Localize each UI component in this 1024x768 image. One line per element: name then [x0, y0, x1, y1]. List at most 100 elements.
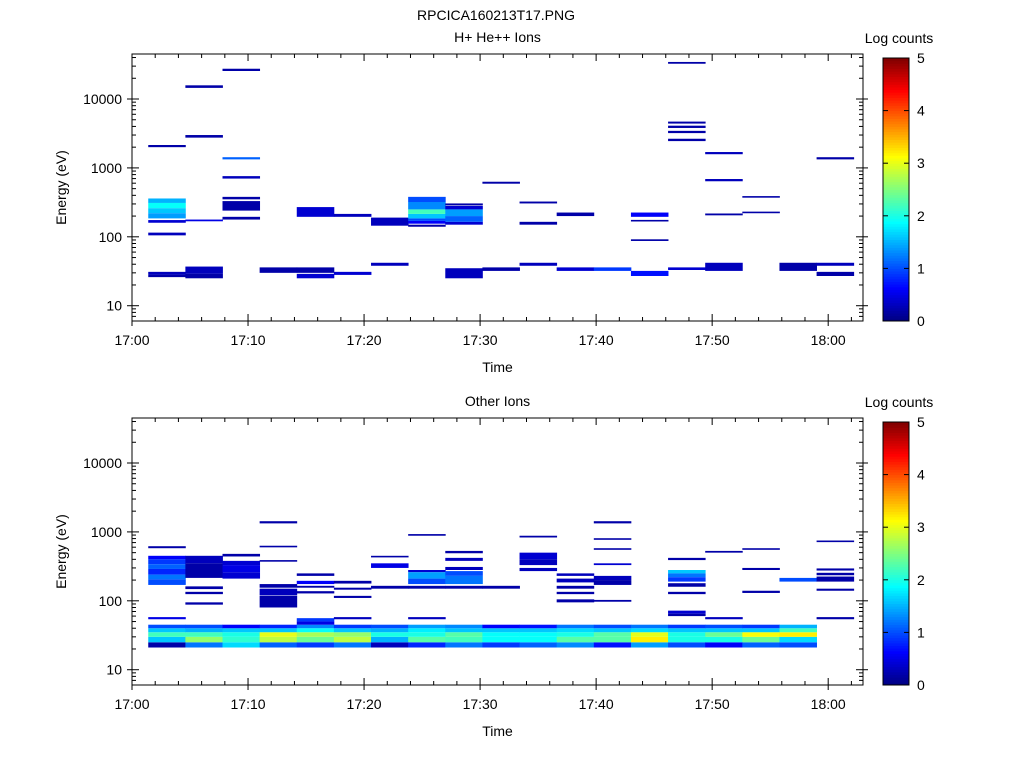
colorbar-segment: [883, 464, 909, 468]
heatmap-cell: [630, 212, 669, 217]
heatmap-band-cell: [445, 642, 483, 648]
colorbar-tick-label: 5: [917, 414, 925, 430]
heatmap-cell: [668, 125, 706, 128]
heatmap-cell: [519, 552, 558, 560]
colorbar-segment: [883, 221, 909, 225]
heatmap-cell: [593, 538, 632, 540]
heatmap-cell: [445, 566, 483, 571]
heatmap-cell: [259, 545, 298, 548]
heatmap-cell: [408, 202, 446, 210]
colorbar-segment: [883, 424, 909, 428]
colorbar-segment: [883, 569, 909, 573]
colorbar-segment: [883, 590, 909, 594]
heatmap-cell: [408, 572, 446, 579]
heatmap-cell: [742, 590, 780, 593]
heatmap-band-cell: [371, 642, 409, 648]
colorbar-segment: [883, 648, 909, 652]
colorbar-segment: [883, 624, 909, 628]
heatmap-band-cell: [296, 642, 335, 648]
heatmap-band-cell: [408, 632, 446, 637]
heatmap-cell: [148, 208, 186, 214]
heatmap-cell: [222, 196, 261, 200]
heatmap-band-cell: [630, 642, 669, 648]
colorbar-segment: [883, 302, 909, 306]
colorbar-segment: [883, 508, 909, 512]
heatmap-band-cell: [705, 636, 743, 643]
heatmap-cell: [333, 213, 372, 217]
colorbar-segment: [883, 527, 909, 531]
heatmap-cell: [630, 270, 669, 276]
colorbar-segment: [883, 503, 909, 507]
colorbar-segment: [883, 65, 909, 70]
colorbar-segment: [883, 427, 909, 431]
colorbar-tick-label: 2: [917, 208, 925, 224]
heatmap-band-cell: [148, 628, 186, 633]
heatmap-band-cell: [185, 624, 223, 629]
panel-title: Other Ions: [465, 393, 530, 409]
colorbar-segment: [883, 144, 909, 148]
heatmap-cell: [593, 521, 632, 524]
colorbar-segment: [883, 658, 909, 662]
heatmap-cells: [148, 521, 855, 648]
colorbar-segment: [883, 123, 909, 127]
heatmap-cell: [593, 580, 632, 585]
heatmap-band-cell: [668, 642, 706, 648]
colorbar-segment: [883, 516, 909, 520]
heatmap-cell: [259, 584, 298, 588]
heatmap-band-cell: [705, 642, 743, 648]
colorbar-segment: [883, 86, 909, 91]
colorbar-segment: [883, 564, 909, 568]
heatmap-band-cell: [371, 628, 409, 633]
heatmap-band-cell: [519, 632, 558, 637]
heatmap-band-cell: [445, 624, 483, 629]
y-axis-label: Energy (eV): [53, 150, 69, 225]
x-tick-label: 17:20: [347, 696, 382, 712]
heatmap-band-cell: [333, 642, 372, 648]
heatmap-cell: [816, 617, 855, 620]
heatmap-band-cell: [148, 624, 186, 629]
heatmap-cell: [296, 267, 335, 273]
heatmap-cell: [668, 267, 706, 270]
heatmap-band-cell: [259, 636, 298, 643]
heatmap-band-cell: [630, 628, 669, 633]
colorbar-segment: [883, 142, 909, 146]
colorbar-segment: [883, 200, 909, 204]
colorbar-tick-label: 0: [917, 677, 925, 693]
heatmap-cell: [296, 585, 335, 588]
heatmap-cell: [333, 617, 372, 620]
heatmap-band-cell: [296, 632, 335, 637]
heatmap-band-cell: [371, 624, 409, 629]
colorbar-segment: [883, 490, 909, 494]
heatmap-band-cell: [259, 642, 298, 648]
colorbar-segment: [883, 263, 909, 267]
colorbar-segment: [883, 58, 909, 62]
heatmap-cell: [816, 271, 855, 276]
colorbar-segment: [883, 168, 909, 172]
heatmap-cell: [185, 273, 223, 279]
colorbar-segment: [883, 115, 909, 119]
heatmap-band-cell: [705, 632, 743, 637]
colorbar-tick-label: 4: [917, 103, 925, 119]
heatmap-band-cell: [296, 624, 335, 629]
colorbar-segment: [883, 650, 909, 654]
heatmap-cell: [333, 580, 372, 584]
heatmap-cell: [148, 232, 186, 236]
heatmap-band-cell: [630, 636, 669, 643]
x-tick-label: 17:40: [579, 696, 614, 712]
colorbar-segment: [883, 173, 909, 177]
heatmap-cell: [705, 550, 743, 553]
heatmap-cell: [482, 267, 520, 271]
colorbar-segment: [883, 542, 909, 547]
heatmap-cell: [296, 273, 335, 279]
heatmap-cell: [816, 540, 855, 543]
heatmap-cell: [185, 219, 223, 222]
heatmap-band-cell: [148, 636, 186, 643]
heatmap-cell: [371, 262, 409, 266]
heatmap-cell: [296, 618, 335, 622]
colorbar-segment: [883, 239, 909, 243]
heatmap-band-cell: [259, 624, 298, 629]
heatmap-band-cell: [222, 642, 261, 648]
colorbar-segment: [883, 207, 909, 212]
colorbar-segment: [883, 506, 909, 510]
heatmap-band-cell: [185, 628, 223, 633]
